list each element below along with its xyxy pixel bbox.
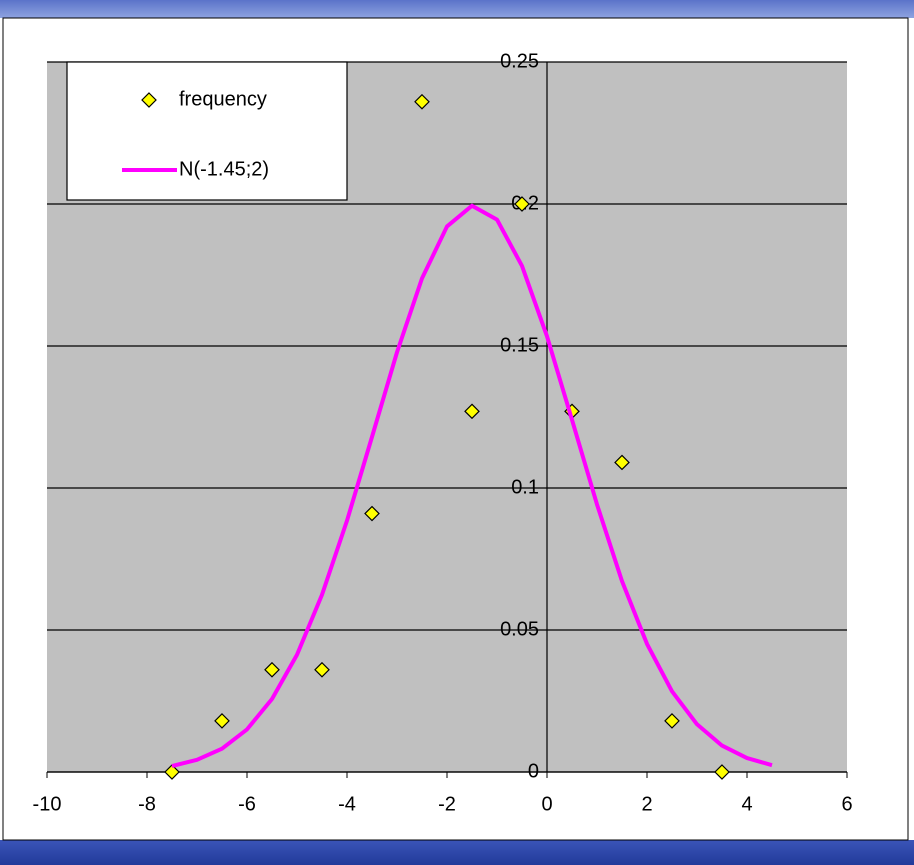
point — [214, 713, 230, 729]
x-tick-label: -8 — [138, 793, 156, 815]
point — [514, 196, 530, 212]
point — [464, 403, 480, 420]
x-tick-label: 2 — [641, 793, 652, 815]
point — [314, 661, 330, 678]
x-tick-label: 6 — [841, 793, 852, 815]
curve — [171, 203, 773, 768]
legend-label: frequency — [179, 88, 267, 110]
point — [264, 661, 280, 678]
y-tick-label: 0.15 — [500, 334, 539, 356]
x-tick-label: 4 — [741, 793, 752, 815]
y-tick-label: 0.25 — [500, 50, 539, 72]
x-tick-label: -10 — [33, 793, 62, 815]
point — [714, 764, 730, 780]
x-tick-label: -2 — [438, 793, 456, 815]
y-tick-label: 0.05 — [500, 618, 539, 640]
legend-box — [66, 61, 348, 201]
y-tick-label: 0.1 — [511, 476, 539, 498]
x-tick-label: 0 — [541, 793, 552, 815]
point — [614, 454, 630, 471]
point — [664, 713, 680, 729]
x-tick-label: -4 — [338, 793, 356, 815]
point — [164, 764, 180, 780]
point — [364, 505, 380, 522]
legend-marker — [141, 92, 157, 108]
x-tick-label: -6 — [238, 793, 256, 815]
y-tick-label: 0 — [528, 760, 539, 782]
point — [414, 93, 430, 110]
legend-label: N(-1.45;2) — [179, 158, 269, 180]
